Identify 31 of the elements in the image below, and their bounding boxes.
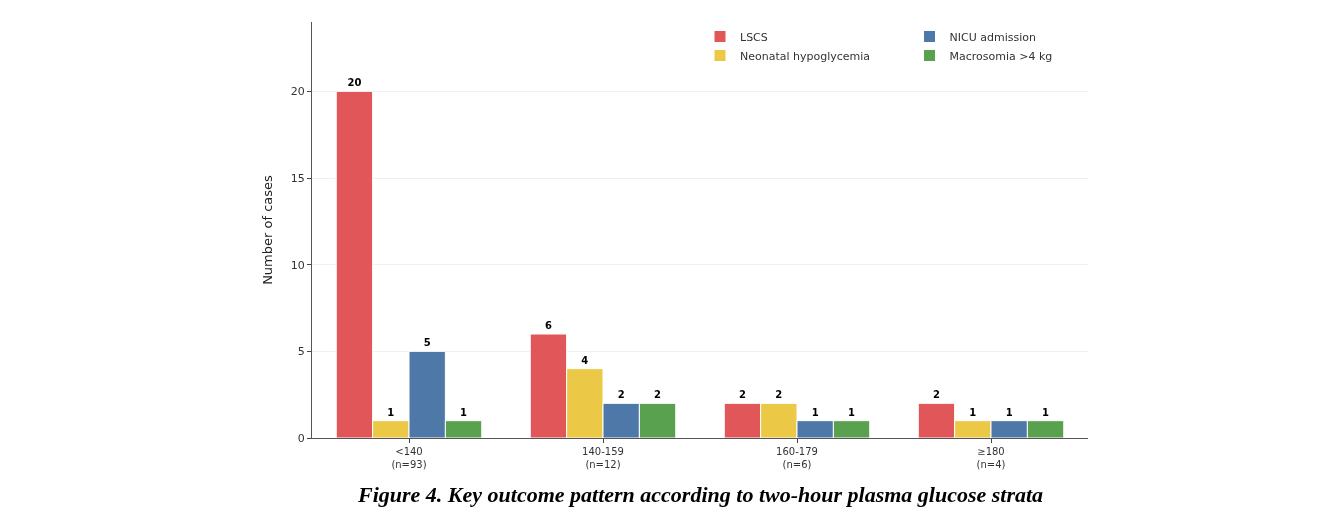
data-label: 5 bbox=[423, 337, 431, 349]
x-tick-label: ≥180 (n=4) bbox=[976, 446, 1006, 470]
data-label: 2 bbox=[775, 389, 783, 401]
caption: Figure 4. Key outcome pattern according to two-hour plasma glucose strata bbox=[357, 482, 1044, 507]
y-tick-label: 10 bbox=[290, 258, 305, 272]
y-tick-label: 20 bbox=[290, 85, 305, 99]
data-label: 2 bbox=[738, 389, 746, 401]
y-tick-label: 5 bbox=[297, 345, 305, 359]
data-label: 2 bbox=[617, 389, 625, 401]
x-tick-label: 140-159 (n=12) bbox=[582, 446, 624, 470]
data-label: 2 bbox=[654, 389, 662, 401]
data-label: 1 bbox=[969, 406, 977, 418]
data-label: 1 bbox=[460, 406, 468, 418]
x-tick-label: 160-179 (n=6) bbox=[776, 446, 818, 470]
legend-label: NICU admission bbox=[949, 30, 1036, 44]
data-label: 1 bbox=[387, 406, 395, 418]
data-label: 20 bbox=[347, 77, 362, 89]
data-label: 6 bbox=[544, 320, 552, 331]
data-label: 1 bbox=[811, 406, 819, 418]
y-axis-title: Number of cases bbox=[259, 174, 275, 285]
data-label: 1 bbox=[1042, 406, 1050, 418]
data-label: 4 bbox=[581, 354, 589, 366]
y-tick-label: 15 bbox=[290, 171, 305, 185]
y-tick-label: 0 bbox=[297, 431, 305, 445]
legend-label: LSCS bbox=[740, 30, 768, 44]
data-label: 1 bbox=[848, 406, 856, 418]
data-label: 1 bbox=[1005, 406, 1013, 418]
legend-label: Neonatal hypoglycemia bbox=[740, 49, 871, 63]
legend-label: Macrosomia >4 kg bbox=[949, 49, 1053, 63]
data-label: 2 bbox=[932, 389, 940, 401]
x-tick-label: <140 (n=93) bbox=[391, 446, 427, 470]
